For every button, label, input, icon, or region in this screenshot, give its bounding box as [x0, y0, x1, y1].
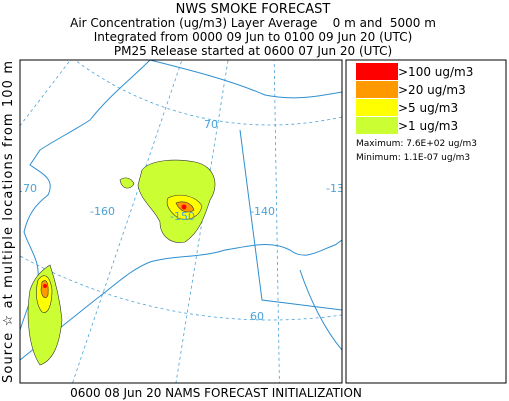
subtitle: Air Concentration (ug/m3) Layer Average … [70, 16, 436, 30]
coastline [20, 239, 342, 361]
smoke-area [181, 204, 187, 210]
legend-frame [345, 59, 507, 384]
grid-label: -130 [326, 182, 351, 195]
side-label: Source ☆ at multiple locations from 100 … [1, 61, 16, 383]
smoke-area [43, 284, 47, 288]
latitude-line [74, 60, 342, 126]
grid-label: -140 [250, 205, 275, 218]
legend-swatch [356, 63, 398, 80]
smoke-area [119, 177, 135, 189]
subtitle: Integrated from 0000 09 Jun to 0100 09 J… [94, 30, 413, 44]
grid-label: -170 [12, 182, 37, 195]
legend-swatch [356, 99, 398, 116]
legend-label: >5 ug/m3 [398, 101, 458, 115]
coastline [299, 269, 342, 351]
legend-label: >20 ug/m3 [398, 83, 466, 97]
footer: 0600 08 Jun 20 NAMS FORECAST INITIALIZAT… [70, 386, 362, 400]
legend-label: >100 ug/m3 [398, 65, 473, 79]
map-frame [19, 59, 343, 384]
coastline [149, 60, 342, 99]
legend-label: >1 ug/m3 [398, 119, 458, 133]
border [239, 129, 342, 311]
legend-maximum: Maximum: 7.6E+02 ug/m3 [356, 139, 477, 149]
grid-label: 70 [204, 118, 218, 131]
grid-label: -160 [90, 205, 115, 218]
smoke-area [40, 280, 49, 299]
subtitle: PM25 Release started at 0600 07 Jun 20 (… [114, 44, 392, 58]
grid-label: -150 [170, 210, 195, 223]
title: NWS SMOKE FORECAST [176, 2, 331, 17]
latitude-line [20, 255, 342, 321]
legend-swatch [356, 117, 398, 134]
legend-swatch [356, 81, 398, 98]
meridian [175, 60, 229, 383]
meridian [273, 60, 280, 383]
grid-label: 60 [250, 310, 264, 323]
legend: >100 ug/m3 >20 ug/m3 >5 ug/m3 >1 ug/m3 [356, 63, 473, 134]
legend-minimum: Minimum: 1.1E-07 ug/m3 [356, 153, 470, 163]
